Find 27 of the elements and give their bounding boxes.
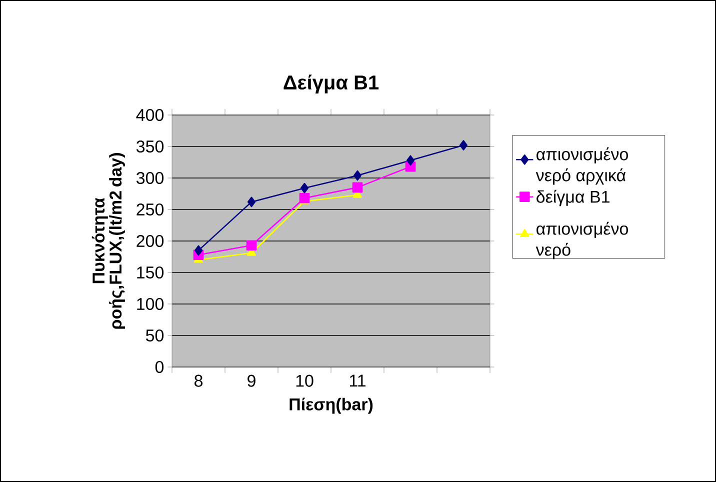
- legend-label: δείγμα Β1: [536, 190, 610, 206]
- x-tick-label: 11: [350, 374, 366, 386]
- y-tick-label: 100: [137, 298, 164, 310]
- y-tick-label: 0: [155, 360, 164, 374]
- point: [247, 196, 256, 208]
- x-tick-label: 10: [296, 374, 314, 387]
- chart-title: Δείγμα Β1: [284, 74, 379, 94]
- point: [352, 182, 363, 193]
- point: [300, 182, 309, 194]
- y-tick-label: 150: [137, 266, 164, 279]
- point: [246, 240, 257, 251]
- point: [194, 245, 203, 256]
- y-tick-label: 50: [146, 329, 164, 342]
- y-tick-label: 300: [136, 172, 164, 184]
- point: [459, 140, 468, 150]
- y-tick-label: 400: [136, 108, 164, 122]
- legend-label: απιονισμένο νερό: [536, 222, 628, 260]
- point: [406, 155, 415, 166]
- point: [299, 193, 310, 204]
- point: [353, 170, 362, 181]
- y-tick-label: 250: [136, 203, 164, 216]
- x-axis-title: Πίεση(bar): [290, 398, 373, 414]
- y-axis-title: Πυκνότητα ροής,FLUX,(lt/m2 day): [92, 153, 125, 329]
- y-tick-label: 200: [136, 234, 164, 248]
- x-tick-label: 9: [248, 374, 256, 387]
- y-tick-label: 350: [136, 140, 164, 153]
- x-tick-label: 8: [194, 374, 202, 387]
